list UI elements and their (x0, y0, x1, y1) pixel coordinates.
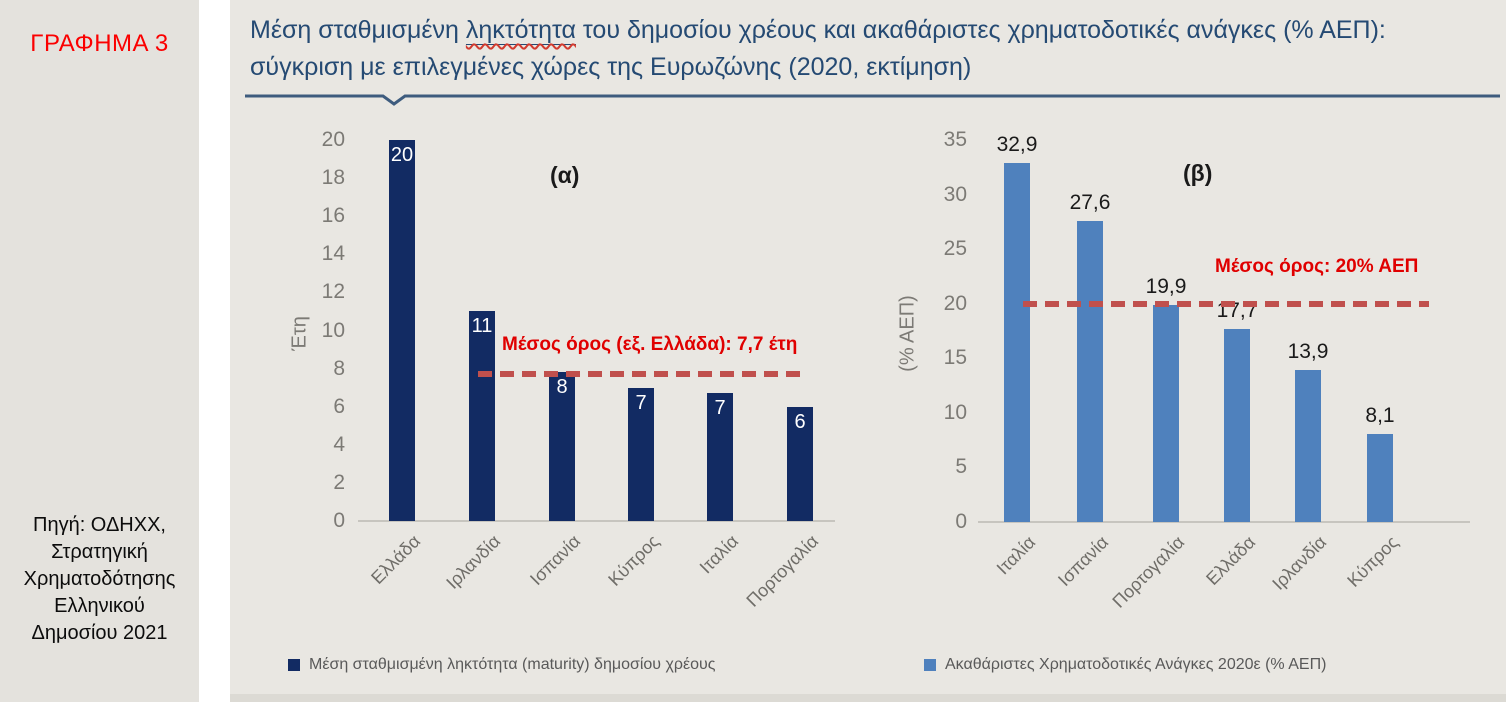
chart-a-bar-5 (787, 406, 813, 521)
source-note-line-0: Πηγή: ΟΔΗΧΧ, (33, 514, 166, 536)
chart-b-panel-label: (β) (1183, 160, 1213, 186)
chart-b-bar-1 (1077, 220, 1103, 522)
source-note-line-1: Στρατηγική (51, 541, 148, 563)
legend-financing-needs-swatch (924, 659, 936, 671)
title-text-1: Μέση σταθμισμένη (250, 16, 466, 44)
source-note: Πηγή: ΟΔΗΧΧ, Στρατηγική Χρηματοδότησης Ελλη… (0, 512, 199, 647)
chart-a-bar-value-3: 7 (635, 391, 647, 414)
chart-b-ytick-0: 0 (955, 510, 967, 533)
title-word-spellcheck: ληκτότητα (465, 16, 576, 45)
title-divider (245, 94, 1500, 106)
chart-a-bar-value-2: 8 (556, 376, 568, 399)
source-note-line-2: Χρηματοδότησης (23, 568, 176, 590)
chart-b-bar-value-5: 8,1 (1365, 403, 1395, 427)
chart-a-ytick-10: 10 (321, 318, 345, 342)
chart-b-bar-3 (1224, 328, 1250, 522)
chart-a-average-annotation: Μέσος όρος (εξ. Ελλάδα): 7,7 έτη (502, 334, 798, 355)
chart-b-bar-5 (1367, 433, 1393, 522)
chart-b-bar-value-0: 32,9 (996, 132, 1038, 156)
chart-a-bar-value-4: 7 (714, 397, 726, 420)
title-line-2: σύγκριση με επιλεγμένες χώρες της Ευρωζώ… (250, 53, 972, 81)
source-note-line-3: Ελληνικού (54, 595, 145, 617)
chart-b-ytick-25: 25 (943, 237, 967, 261)
chart-a-ytick-12: 12 (321, 280, 345, 304)
chart-b-bar-value-2: 19,9 (1145, 274, 1187, 298)
chart-a-ytick-8: 8 (333, 356, 345, 380)
legend-financing-needs: Ακαθάριστες Χρηματοδοτικές Ανάγκες 2020ε… (924, 656, 1326, 674)
chart-a-average-line (478, 371, 802, 378)
chart-a-ytick-16: 16 (321, 204, 345, 228)
chart-b-bar-value-1: 27,6 (1069, 190, 1111, 214)
chart-a-bar-3 (628, 387, 654, 521)
chart-b-average-annotation: Μέσος όρος: 20% ΑΕΠ (1215, 256, 1419, 277)
chart-a-ytick-20: 20 (321, 128, 345, 151)
legend-financing-needs-label: Ακαθάριστες Χρηματοδοτικές Ανάγκες 2020ε… (945, 656, 1327, 673)
chart-a-ytick-2: 2 (333, 470, 345, 494)
chart-b-ytick-20: 20 (943, 291, 967, 315)
chart-a-x-axis (358, 520, 835, 522)
page-title: Μέση σταθμισμένη ληκτότητα του δημοσίου … (250, 12, 1500, 86)
chart-b-ytick-35: 35 (943, 128, 967, 151)
slide-bottom-edge (230, 694, 1506, 702)
chart-a-bar-value-1: 11 (471, 315, 493, 338)
chart-a-ytick-4: 4 (333, 432, 345, 456)
chart-b-bar-value-4: 13,9 (1287, 340, 1329, 364)
chart-b-ytick-5: 5 (955, 455, 967, 479)
chart-b-bar-4 (1295, 370, 1321, 522)
chart-a-bar-4 (707, 393, 733, 521)
legend-maturity-swatch (288, 659, 300, 671)
source-note-line-4: Δημοσίου 2021 (31, 622, 168, 644)
sidebar-panel: ΓΡΑΦΗΜΑ 3 Πηγή: ΟΔΗΧΧ, Στρατηγική Χρηματοδ… (0, 0, 199, 702)
chart-a-ytick-6: 6 (333, 394, 345, 418)
chart-a-bar-value-0: 20 (390, 144, 414, 166)
chart-a-ytick-14: 14 (321, 242, 345, 266)
chart-b-bar-2 (1153, 304, 1179, 522)
chart-b-ytick-10: 10 (943, 400, 967, 424)
chart-b-x-axis (978, 521, 1470, 523)
chart-a-bar-1 (469, 311, 495, 521)
figure-label: ΓΡΑΦΗΜΑ 3 (30, 30, 169, 57)
chart-a-bar-2 (549, 372, 575, 521)
chart-b-bar-0 (1004, 162, 1030, 522)
title-text-2: του δημοσίου χρέους και ακαθάριστες χρημ… (575, 16, 1386, 44)
chart-b-ytick-15: 15 (943, 346, 967, 370)
legend-maturity-label: Μέση σταθμισμένη ληκτότητα (maturity) δη… (309, 656, 716, 673)
chart-b-average-line (1023, 300, 1429, 307)
legend-maturity: Μέση σταθμισμένη ληκτότητα (maturity) δη… (288, 656, 715, 674)
chart-a-panel-label: (α) (550, 162, 580, 188)
chart-a-bar-value-5: 6 (794, 410, 806, 433)
chart-b-ytick-30: 30 (943, 182, 967, 206)
chart-a-ytick-18: 18 (321, 166, 345, 190)
chart-panel: Μέση σταθμισμένη ληκτότητα του δημοσίου … (230, 0, 1506, 694)
chart-a-bar-0 (389, 140, 415, 521)
chart-a-ytick-0: 0 (333, 509, 345, 532)
